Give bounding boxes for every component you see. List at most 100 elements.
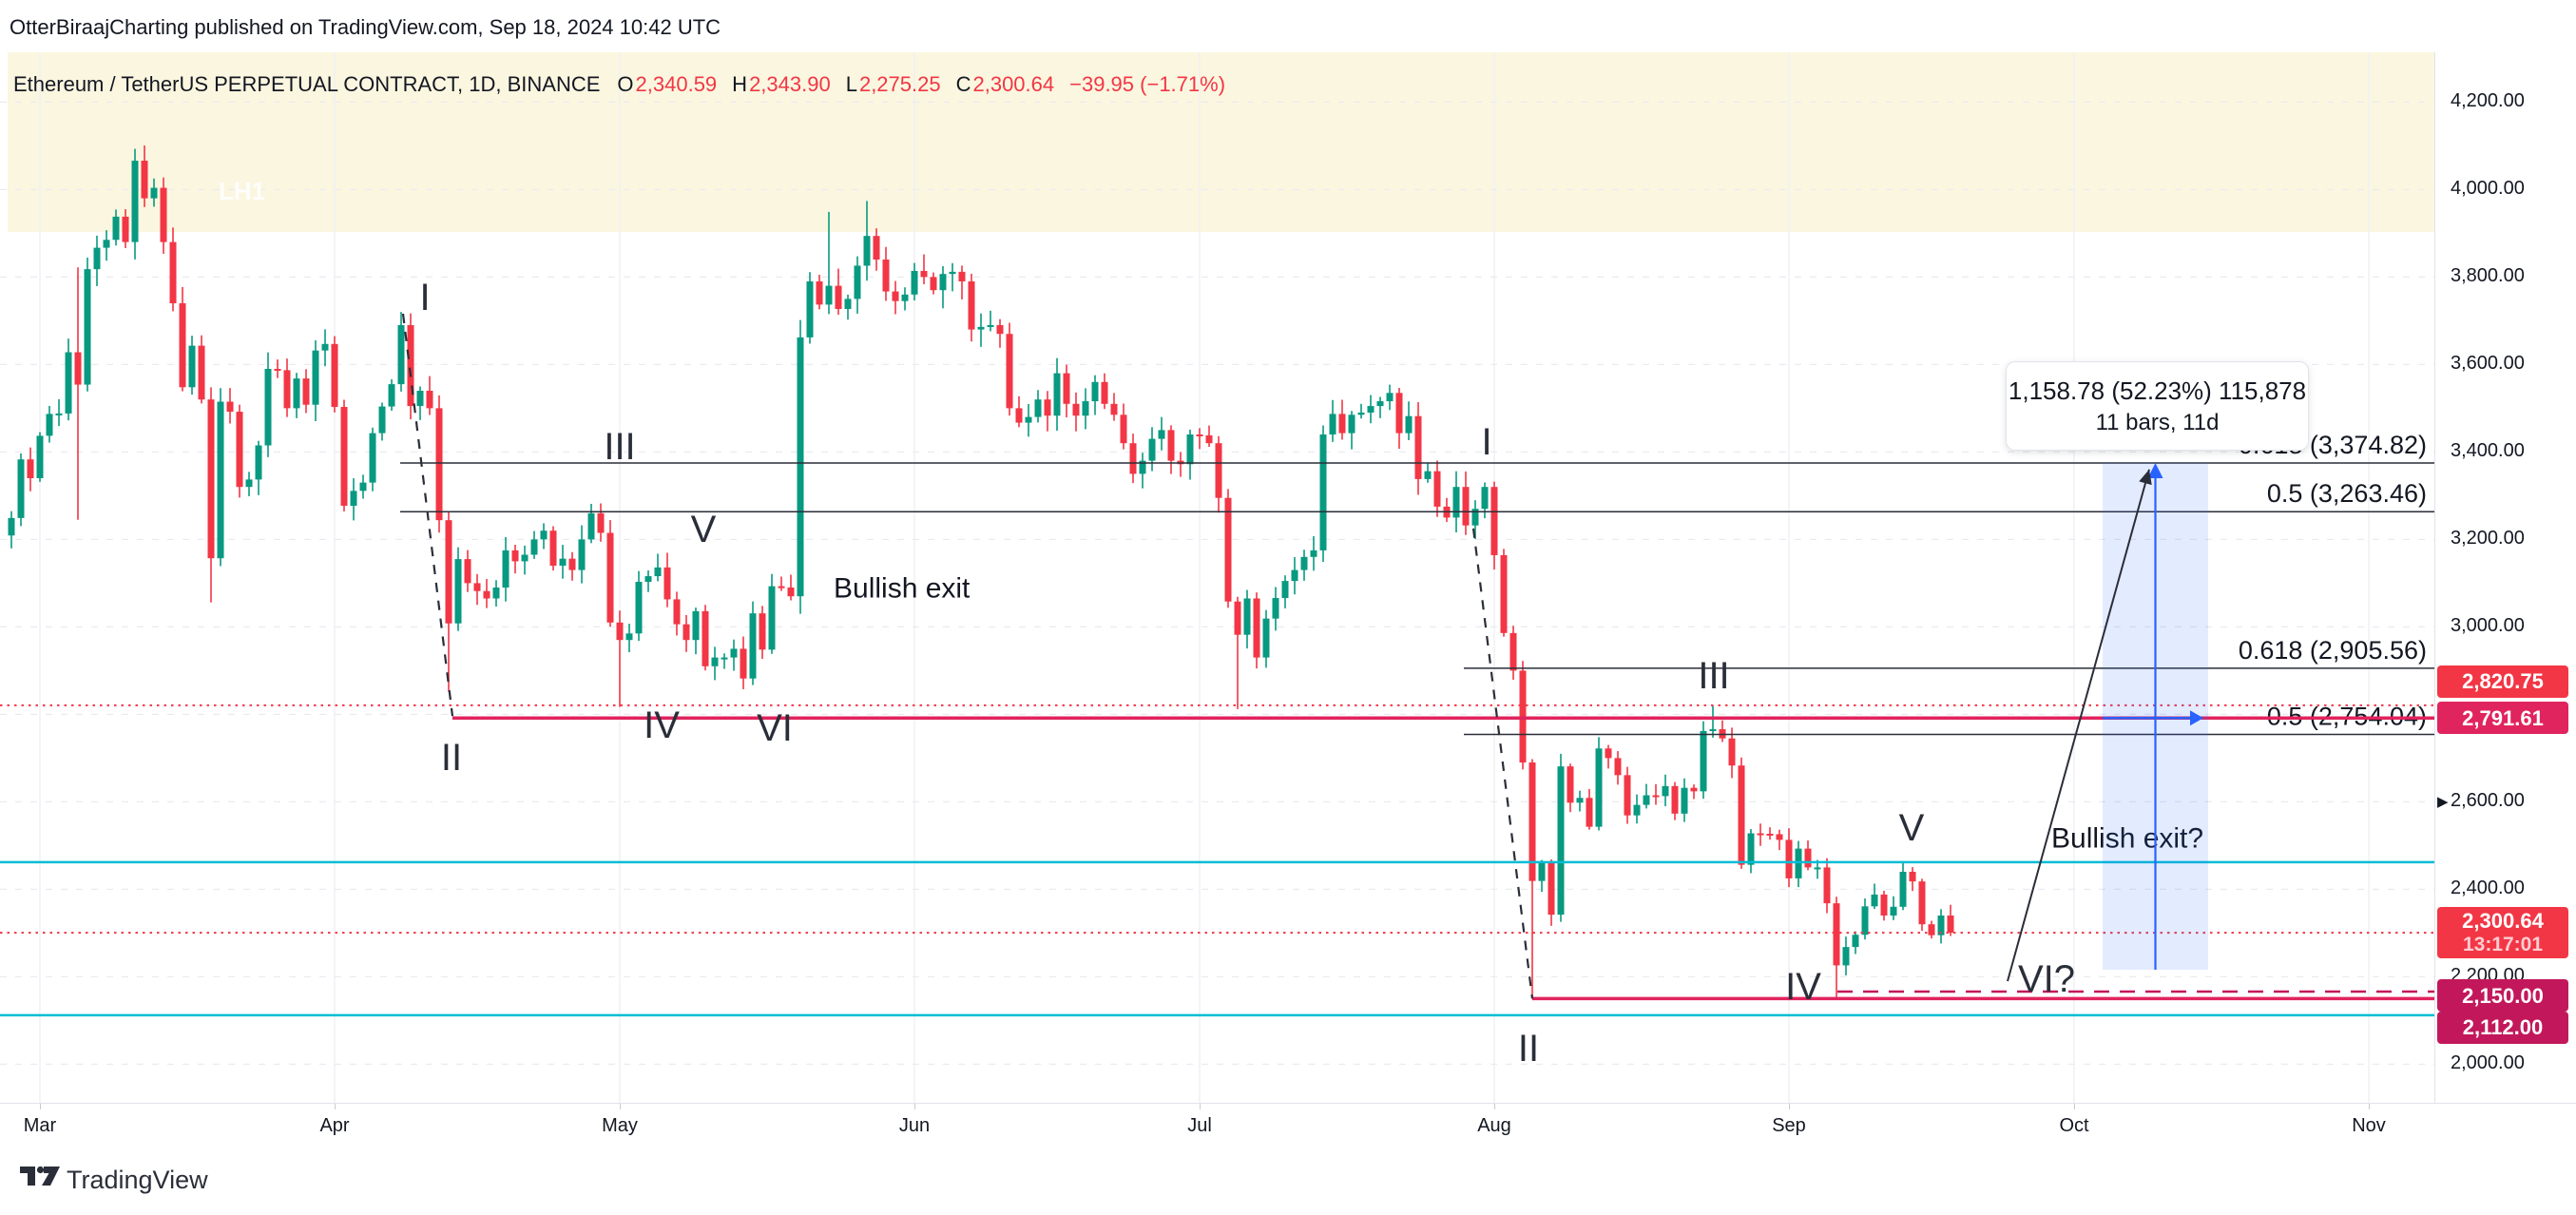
candle	[103, 230, 110, 261]
candle	[141, 145, 148, 207]
candle	[131, 148, 139, 260]
wave-label-iii: III	[604, 426, 635, 468]
candle-body	[996, 325, 1004, 335]
candle	[1405, 401, 1413, 441]
candle-body	[388, 384, 395, 407]
time-tick-aug	[1494, 1104, 1495, 1109]
candle	[1643, 783, 1650, 809]
time-label-sep[interactable]: Sep	[1772, 1115, 1806, 1136]
candle-body	[1909, 872, 1916, 882]
candle-body	[122, 216, 129, 242]
candle-body	[825, 285, 833, 305]
candle-body	[226, 401, 234, 413]
candle-body	[1196, 434, 1203, 436]
candle	[1063, 364, 1070, 418]
candle-body	[1224, 497, 1232, 602]
candle-body	[1576, 798, 1584, 803]
candle	[1006, 322, 1013, 416]
time-label-jun[interactable]: Jun	[898, 1115, 931, 1136]
change-value: −39.95 (−1.71%)	[1069, 72, 1226, 96]
symbol-title[interactable]: Ethereum / TetherUS PERPETUAL CONTRACT, …	[13, 72, 601, 96]
close-label: C	[955, 72, 971, 96]
time-label-aug[interactable]: Aug	[1477, 1115, 1511, 1136]
candle-body	[331, 343, 338, 408]
candle-body	[568, 558, 576, 570]
candle	[46, 405, 53, 443]
candle	[559, 545, 567, 579]
candle	[236, 404, 243, 498]
candle-body	[844, 299, 852, 309]
candle-body	[1481, 487, 1489, 510]
candle	[540, 523, 548, 550]
level-lines: 0.618 (3,374.82)0.5 (3,263.46)0.618 (2,9…	[0, 431, 2434, 1017]
candle-body	[1785, 839, 1793, 878]
open-value: 2,340.59	[635, 72, 718, 96]
candle-body	[169, 241, 177, 303]
price-badge-value: 2,300.64	[2462, 909, 2544, 934]
time-label-nov[interactable]: Nov	[2352, 1115, 2386, 1136]
time-label-oct[interactable]: Oct	[2059, 1115, 2089, 1136]
candle	[84, 258, 91, 392]
candle	[968, 273, 975, 342]
candle	[1538, 859, 1546, 893]
logo-dot	[36, 1166, 45, 1174]
candle-body	[426, 391, 433, 409]
time-label-jul[interactable]: Jul	[1187, 1115, 1212, 1136]
candle	[1852, 931, 1859, 955]
fib-label-fib-b-0618: 0.618 (2,905.56)	[2239, 636, 2427, 665]
wave-label-iii: III	[1698, 655, 1729, 697]
candle	[492, 580, 500, 607]
candle	[1158, 416, 1165, 451]
candle-body	[8, 517, 15, 536]
candle	[1357, 403, 1365, 419]
candle-body	[1671, 785, 1679, 814]
candle-body	[1395, 393, 1403, 434]
candle	[740, 636, 747, 689]
brand-name[interactable]: TradingView	[67, 1166, 208, 1194]
candle	[1690, 784, 1698, 800]
candle-body	[597, 512, 605, 533]
tooltip-bars-line: 11 bars, 11d	[2095, 409, 2220, 435]
time-label-mar[interactable]: Mar	[23, 1115, 57, 1136]
candle	[873, 228, 880, 271]
candle	[549, 526, 557, 571]
time-label-apr[interactable]: Apr	[319, 1115, 350, 1136]
time-axis[interactable]: Mar Apr May Jun Jul Aug Sep Oct Nov	[0, 1103, 2576, 1153]
candle-body	[644, 576, 652, 583]
candle-body	[1814, 867, 1821, 870]
candle	[1291, 557, 1298, 595]
candle-body	[882, 260, 890, 292]
candle	[844, 294, 852, 320]
candle	[1424, 463, 1432, 483]
candle	[188, 336, 196, 395]
candle-body	[1928, 924, 1935, 935]
candle-body	[1471, 509, 1479, 526]
candle-body	[930, 277, 937, 291]
candle-body	[473, 583, 481, 591]
candle	[1586, 788, 1593, 830]
candle-body	[1120, 415, 1127, 444]
candle	[759, 606, 766, 659]
candle	[1310, 535, 1317, 571]
price-axis[interactable]: 2,000.002,200.002,400.002,600.002,800.00…	[2434, 52, 2576, 1103]
candle-body	[416, 391, 424, 407]
candle-body	[179, 303, 186, 388]
candle-body	[93, 247, 101, 270]
tradingview-logo-icon[interactable]	[19, 1166, 61, 1190]
candle-body	[1861, 906, 1869, 935]
candle-body	[1528, 762, 1536, 881]
candle-body	[1662, 785, 1669, 797]
low-label: L	[845, 72, 857, 96]
candle	[721, 653, 728, 669]
time-label-may[interactable]: May	[602, 1115, 638, 1136]
candle-body	[606, 532, 614, 623]
price-tick-3400: 3,400.00	[2451, 440, 2525, 462]
candle-body	[1633, 804, 1641, 816]
candle-body	[1738, 765, 1745, 865]
candle-body	[920, 270, 928, 278]
candle	[1614, 751, 1622, 785]
candle	[1348, 411, 1355, 450]
